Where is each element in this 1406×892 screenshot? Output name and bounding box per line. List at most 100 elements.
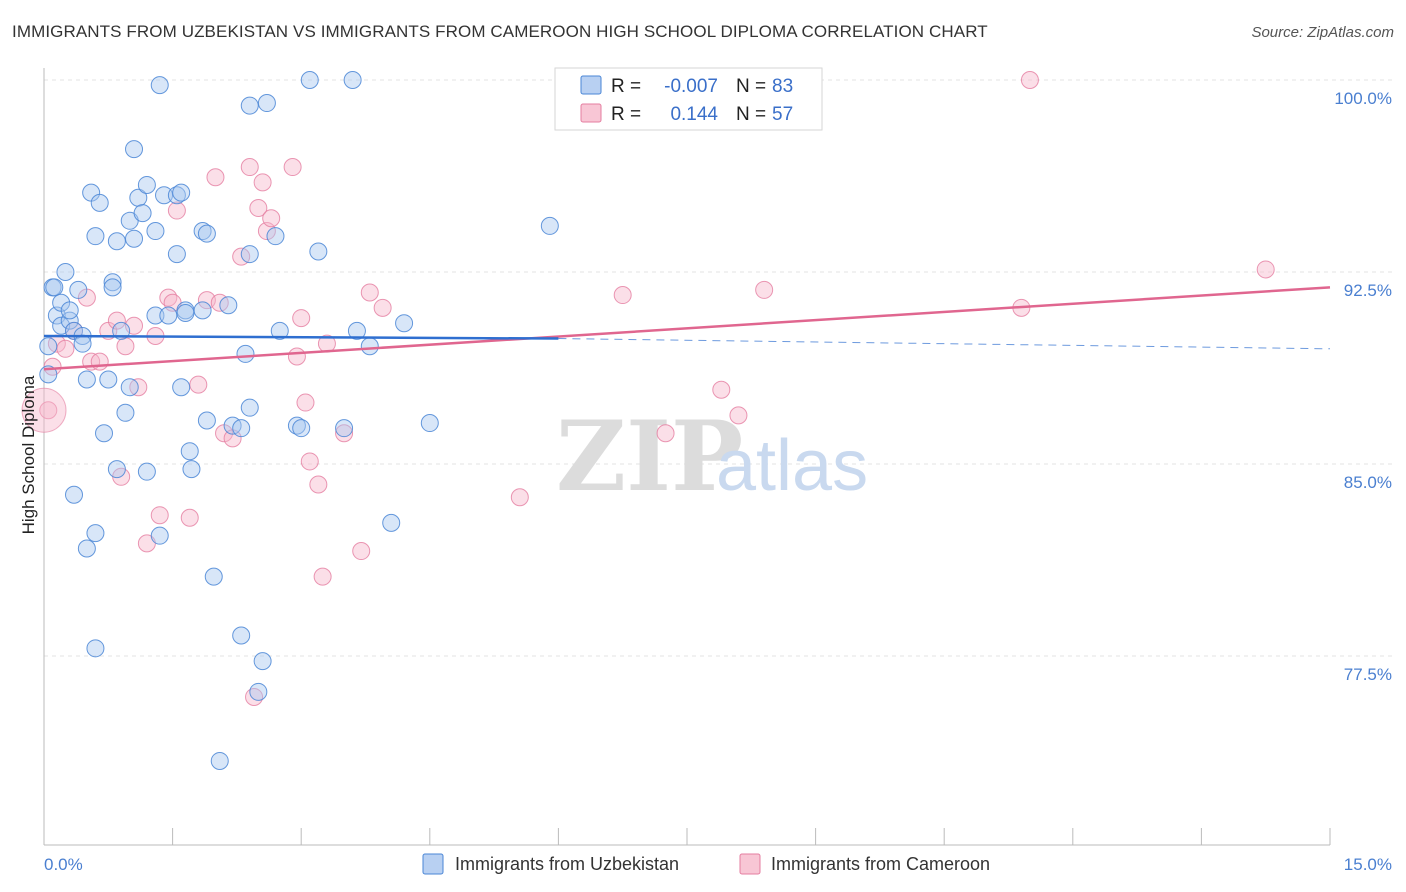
- point-uzbekistan: [249, 682, 268, 701]
- point-uzbekistan: [270, 321, 289, 340]
- point-uzbekistan: [45, 278, 64, 297]
- y-tick-label: 85.0%: [1344, 473, 1392, 492]
- stats-r-label-2: R =: [611, 104, 641, 125]
- point-uzbekistan: [300, 71, 319, 89]
- point-uzbekistan: [39, 337, 58, 356]
- point-cameroon: [189, 375, 208, 394]
- point-cameroon: [1020, 71, 1039, 89]
- point-uzbekistan: [60, 311, 79, 330]
- point-uzbekistan: [159, 306, 178, 325]
- point-uzbekistan: [309, 242, 328, 261]
- point-cameroon: [313, 567, 332, 586]
- point-uzbekistan: [266, 227, 285, 246]
- point-cameroon: [510, 488, 529, 507]
- point-cameroon: [150, 506, 169, 525]
- point-cameroon: [206, 168, 225, 187]
- point-uzbekistan: [73, 334, 92, 353]
- point-cameroon: [309, 475, 328, 494]
- point-uzbekistan: [95, 424, 114, 443]
- point-cameroon: [352, 542, 371, 561]
- point-uzbekistan: [146, 306, 165, 325]
- trend-line-uzbekistan-extrapolated: [558, 338, 1331, 350]
- point-uzbekistan: [232, 419, 251, 438]
- point-uzbekistan: [150, 526, 169, 545]
- point-uzbekistan: [133, 204, 152, 223]
- point-cameroon: [39, 401, 58, 420]
- point-uzbekistan: [236, 344, 255, 363]
- point-uzbekistan: [172, 183, 191, 202]
- point-uzbekistan: [86, 524, 105, 543]
- stats-r-label-1: R =: [611, 76, 641, 97]
- point-cameroon: [21, 387, 67, 433]
- legend-swatch-uzbekistan: [422, 853, 444, 875]
- chart-title: IMMIGRANTS FROM UZBEKISTAN VS IMMIGRANTS…: [12, 22, 988, 41]
- source-label: Source: ZipAtlas.com: [1251, 24, 1394, 41]
- point-uzbekistan: [343, 71, 362, 89]
- point-uzbekistan: [240, 398, 259, 417]
- point-uzbekistan: [232, 626, 251, 645]
- point-uzbekistan: [77, 539, 96, 558]
- point-uzbekistan: [172, 378, 191, 397]
- point-uzbekistan: [60, 301, 79, 320]
- point-uzbekistan: [125, 140, 144, 159]
- point-cameroon: [755, 280, 774, 299]
- point-cameroon: [240, 158, 259, 177]
- stats-n-label-2: N =: [736, 104, 766, 125]
- point-uzbekistan: [103, 278, 122, 297]
- stats-swatch-pink: [580, 103, 602, 123]
- point-uzbekistan: [103, 273, 122, 292]
- point-uzbekistan: [197, 411, 216, 430]
- point-uzbekistan: [176, 303, 195, 322]
- point-uzbekistan: [107, 232, 126, 251]
- point-cameroon: [107, 311, 126, 330]
- point-uzbekistan: [335, 419, 354, 438]
- point-uzbekistan: [90, 193, 109, 212]
- point-cameroon: [373, 298, 392, 317]
- point-cameroon: [613, 286, 632, 305]
- point-cameroon: [712, 380, 731, 399]
- legend: Immigrants from Uzbekistan Immigrants fr…: [422, 853, 990, 875]
- point-uzbekistan: [120, 378, 139, 397]
- point-uzbekistan: [395, 314, 414, 333]
- point-cameroon: [56, 339, 75, 358]
- point-uzbekistan: [150, 76, 169, 95]
- point-uzbekistan: [347, 321, 366, 340]
- point-uzbekistan: [240, 245, 259, 264]
- point-cameroon: [729, 406, 748, 425]
- x-ticks: [172, 828, 1331, 845]
- point-uzbekistan: [240, 96, 259, 115]
- stats-swatch-blue: [580, 75, 602, 95]
- point-uzbekistan: [420, 414, 439, 433]
- y-tick-label: 92.5%: [1344, 281, 1392, 300]
- trend-line-cameroon: [43, 286, 1331, 371]
- point-cameroon: [116, 337, 135, 356]
- point-uzbekistan: [77, 370, 96, 389]
- point-cameroon: [283, 158, 302, 177]
- point-uzbekistan: [180, 442, 199, 461]
- point-uzbekistan: [182, 460, 201, 479]
- stats-n-value-2: 57: [772, 104, 793, 125]
- stats-n-label-1: N =: [736, 76, 766, 97]
- legend-label-uzbekistan: Immigrants from Uzbekistan: [455, 854, 679, 874]
- point-uzbekistan: [146, 222, 165, 241]
- point-cameroon: [1256, 260, 1275, 279]
- point-uzbekistan: [56, 263, 75, 281]
- point-uzbekistan: [219, 296, 238, 315]
- stats-r-value-1: -0.007: [664, 76, 718, 97]
- y-tick-labels: 100.0% 92.5% 85.0% 77.5%: [1334, 89, 1392, 684]
- point-uzbekistan: [210, 751, 229, 770]
- point-cameroon: [296, 393, 315, 412]
- point-cameroon: [287, 347, 306, 366]
- point-uzbekistan: [197, 224, 216, 243]
- point-uzbekistan: [253, 652, 272, 671]
- point-uzbekistan: [360, 337, 379, 356]
- series-uzbekistan-points: [39, 71, 559, 770]
- point-uzbekistan: [167, 245, 186, 264]
- point-uzbekistan: [116, 403, 135, 422]
- point-cameroon: [656, 424, 675, 443]
- trend-line-uzbekistan: [43, 334, 559, 340]
- point-uzbekistan: [193, 301, 212, 320]
- point-uzbekistan: [86, 639, 105, 658]
- point-uzbekistan: [155, 186, 174, 205]
